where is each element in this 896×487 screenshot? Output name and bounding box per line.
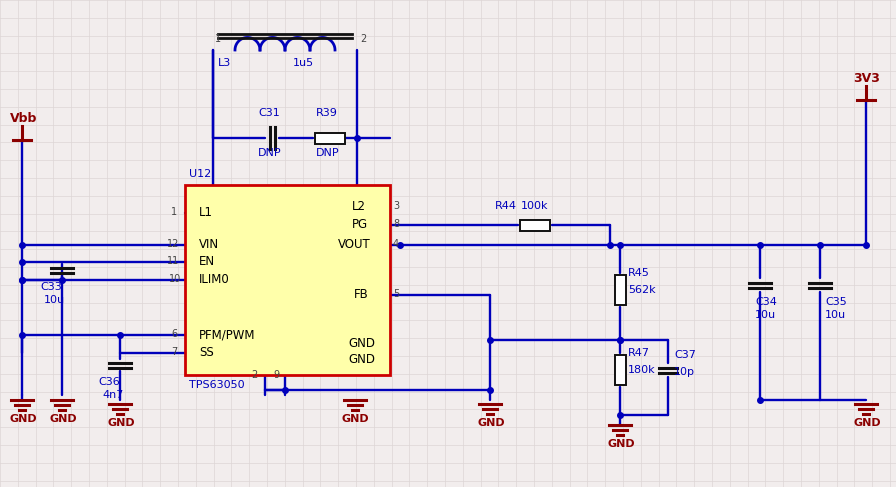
Text: 10u: 10u: [755, 310, 776, 320]
Text: GND: GND: [853, 418, 881, 428]
Text: U12: U12: [189, 169, 211, 179]
Text: PG: PG: [352, 218, 368, 231]
Text: DNP: DNP: [316, 148, 340, 158]
Text: 9: 9: [273, 370, 280, 380]
Text: 180k: 180k: [628, 365, 656, 375]
Text: 562k: 562k: [628, 285, 656, 295]
Text: 12: 12: [167, 239, 179, 249]
Text: 4n7: 4n7: [102, 390, 124, 400]
Text: 10u: 10u: [825, 310, 846, 320]
Text: EN: EN: [199, 255, 215, 268]
Text: 1u5: 1u5: [293, 58, 314, 68]
Text: 10: 10: [169, 274, 181, 284]
Text: VIN: VIN: [199, 238, 220, 251]
Text: 4: 4: [393, 239, 399, 249]
Bar: [315, 132, 345, 144]
Text: 100k: 100k: [521, 201, 548, 211]
Text: DNP: DNP: [258, 148, 281, 158]
Text: C36: C36: [98, 377, 120, 387]
Text: 10p: 10p: [674, 367, 695, 377]
Text: R39: R39: [316, 108, 338, 118]
Text: 10u: 10u: [44, 295, 65, 305]
Text: GND: GND: [348, 353, 375, 366]
Text: L2: L2: [352, 200, 366, 213]
Text: GND: GND: [107, 418, 134, 428]
Text: C31: C31: [258, 108, 280, 118]
Text: 2: 2: [251, 370, 257, 380]
Text: C37: C37: [674, 350, 696, 360]
Text: 3: 3: [393, 201, 399, 211]
Text: GND: GND: [342, 414, 370, 424]
Text: GND: GND: [49, 414, 77, 424]
Text: GND: GND: [477, 418, 504, 428]
Text: 1: 1: [171, 207, 177, 217]
Text: R47: R47: [628, 348, 650, 358]
Text: GND: GND: [348, 337, 375, 350]
Text: R44: R44: [495, 201, 517, 211]
Text: GND: GND: [9, 414, 37, 424]
Text: 5: 5: [393, 289, 400, 299]
Text: L1: L1: [199, 206, 213, 219]
Text: Vbb: Vbb: [10, 112, 38, 125]
Bar: [615, 275, 625, 305]
Bar: [615, 355, 625, 385]
Text: 3V3: 3V3: [853, 72, 880, 85]
Text: R45: R45: [628, 268, 650, 278]
Text: C35: C35: [825, 297, 847, 307]
Text: 7: 7: [171, 347, 177, 357]
Text: L3: L3: [218, 58, 231, 68]
Text: FB: FB: [354, 288, 369, 301]
Text: SS: SS: [199, 346, 214, 359]
Bar: [185, 185, 390, 375]
Text: C33: C33: [40, 282, 62, 292]
Text: 2: 2: [360, 34, 366, 44]
Text: TPS63050: TPS63050: [189, 380, 245, 390]
Text: 6: 6: [171, 329, 177, 339]
Text: 8: 8: [393, 219, 399, 229]
Text: VOUT: VOUT: [338, 238, 371, 251]
Text: 1: 1: [215, 34, 221, 44]
Text: C34: C34: [755, 297, 777, 307]
Text: GND: GND: [607, 439, 634, 449]
Text: PFM/PWM: PFM/PWM: [199, 328, 255, 341]
Text: ILIM0: ILIM0: [199, 273, 229, 286]
Bar: [520, 220, 550, 230]
Text: 11: 11: [167, 256, 179, 266]
